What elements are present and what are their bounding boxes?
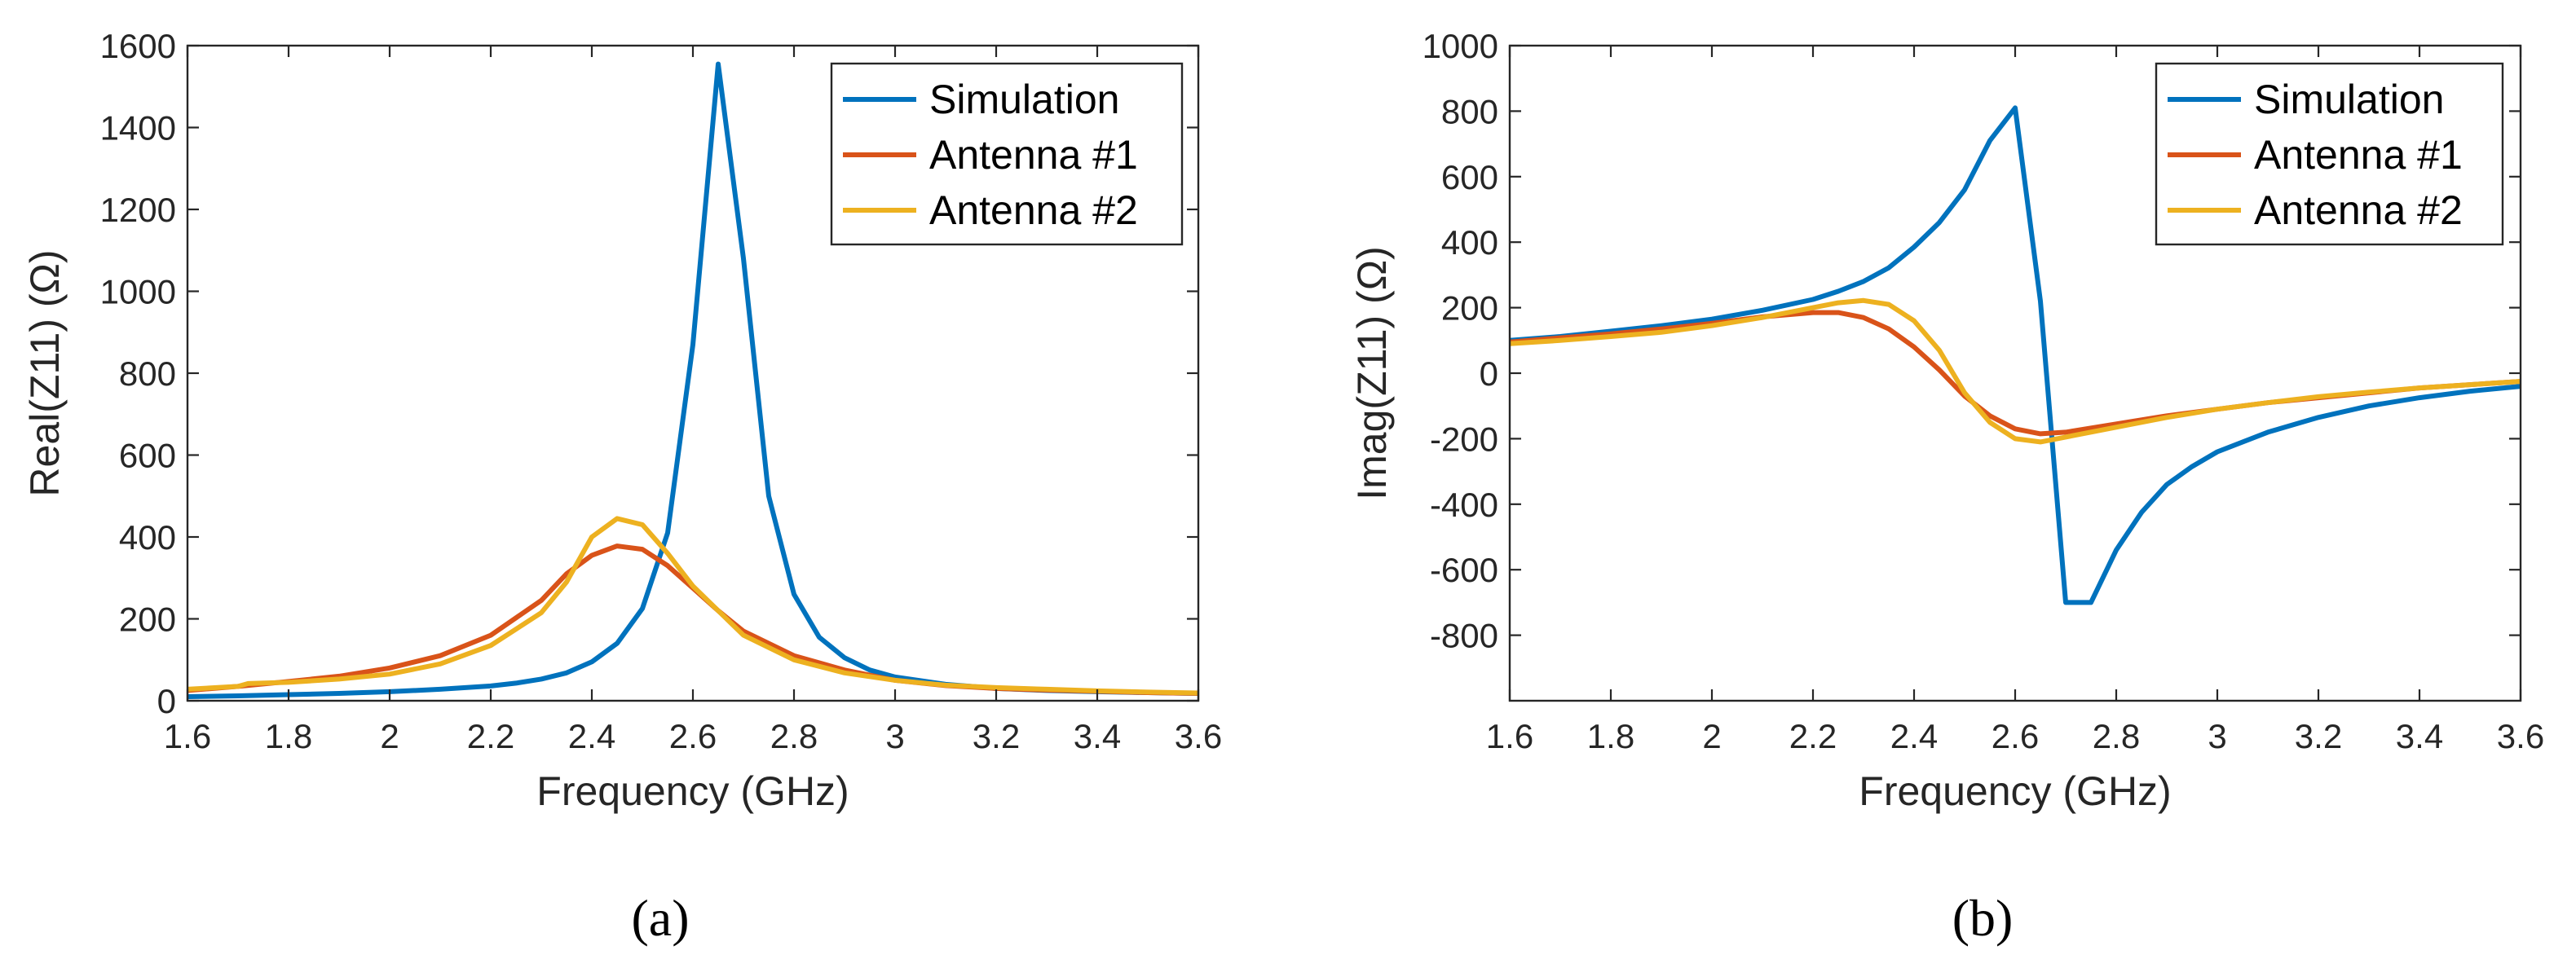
plot-area-b — [1510, 105, 2521, 605]
x-tick-label-a: 1.6 — [164, 717, 211, 755]
y-tick-label-b: -800 — [1430, 617, 1498, 655]
legend-b: Simulation Antenna #1 Antenna #2 — [2155, 62, 2504, 246]
legend-a: Simulation Antenna #1 Antenna #2 — [830, 62, 1184, 246]
x-tick-label-a: 2.4 — [568, 717, 615, 755]
y-tick-label-a: 800 — [119, 354, 176, 393]
y-tick-label-a: 200 — [119, 601, 176, 639]
y-tick-label-a: 1200 — [100, 191, 176, 229]
legend-label-a-2: Antenna #1 — [929, 132, 1138, 178]
chart-panel-b: 1.6 1.8 2 2.2 2.4 2.6 2.8 3 3.2 3.4 3.6 -800 -600 -4… — [1349, 27, 2544, 947]
y-tick-label-b: -600 — [1430, 551, 1498, 589]
x-tick-label-b: 1.8 — [1587, 717, 1634, 755]
chart-panel-a: 1.6 1.8 2 2.2 2.4 2.6 2.8 3 3.2 3.4 3.6 0 200 400 600… — [22, 27, 1222, 947]
y-tick-label-a: 0 — [157, 682, 176, 720]
x-tick-label-b: 2.2 — [1789, 717, 1837, 755]
y-tick-label-b: 1000 — [1423, 27, 1498, 65]
y-tick-label-a: 400 — [119, 518, 176, 557]
x-tick-label-b: 2.8 — [2093, 717, 2140, 755]
legend-label-b-2: Antenna #1 — [2254, 132, 2463, 178]
x-tick-label-b: 3.4 — [2396, 717, 2443, 755]
x-tick-label-a: 2.2 — [467, 717, 514, 755]
y-axis-a: 0 200 400 600 800 1000 1200 1400 1600 — [100, 27, 1198, 720]
y-tick-label-b: -400 — [1430, 486, 1498, 524]
series-line-a-3 — [187, 516, 1198, 696]
series-line-a-2 — [187, 543, 1198, 696]
x-axis-label-a: Frequency (GHz) — [536, 768, 849, 814]
legend-label-a-3: Antenna #2 — [929, 187, 1138, 233]
x-tick-label-a: 3.6 — [1175, 717, 1222, 755]
y-tick-label-b: 200 — [1441, 289, 1498, 328]
panel-label-a: (a) — [631, 889, 689, 947]
y-tick-label-b: 600 — [1441, 158, 1498, 196]
legend-label-b-1: Simulation — [2254, 77, 2444, 122]
y-axis-b: -800 -600 -400 -200 0 200 400 600 800 1000 — [1423, 27, 2521, 655]
x-axis-label-b: Frequency (GHz) — [1859, 768, 2171, 814]
y-tick-label-a: 600 — [119, 437, 176, 475]
y-tick-label-a: 1000 — [100, 273, 176, 311]
x-tick-label-b: 2.6 — [1992, 717, 2039, 755]
y-tick-label-b: -200 — [1430, 420, 1498, 458]
x-tick-label-b: 3.2 — [2295, 717, 2342, 755]
series-line-b-1 — [1510, 105, 2521, 605]
panel-label-b: (b) — [1952, 889, 2014, 947]
y-axis-label-a: Real(Z11) (Ω) — [22, 249, 68, 496]
x-tick-label-a: 3.4 — [1074, 717, 1121, 755]
x-tick-label-a: 1.8 — [265, 717, 312, 755]
x-tick-label-b: 2.4 — [1890, 717, 1938, 755]
x-tick-label-a: 2 — [380, 717, 399, 755]
x-tick-label-b: 2 — [1702, 717, 1721, 755]
x-axis-a: 1.6 1.8 2 2.2 2.4 2.6 2.8 3 3.2 3.4 3.6 — [164, 46, 1222, 755]
x-tick-label-a: 3.2 — [973, 717, 1020, 755]
x-axis-b: 1.6 1.8 2 2.2 2.4 2.6 2.8 3 3.2 3.4 3.6 — [1486, 46, 2544, 755]
y-tick-label-a: 1400 — [100, 109, 176, 147]
x-tick-label-b: 3 — [2208, 717, 2226, 755]
y-tick-label-b: 0 — [1480, 354, 1498, 393]
x-tick-label-a: 3 — [885, 717, 904, 755]
legend-label-b-3: Antenna #2 — [2254, 187, 2463, 233]
x-tick-label-b: 1.6 — [1486, 717, 1533, 755]
x-tick-label-a: 2.6 — [669, 717, 717, 755]
plot-area-a — [187, 61, 1198, 699]
y-tick-label-a: 1600 — [100, 27, 176, 65]
x-tick-label-a: 2.8 — [770, 717, 818, 755]
series-line-b-3 — [1510, 297, 2521, 445]
legend-label-a-1: Simulation — [929, 77, 1119, 122]
y-tick-label-b: 400 — [1441, 223, 1498, 262]
y-tick-label-b: 800 — [1441, 92, 1498, 130]
x-tick-label-b: 3.6 — [2497, 717, 2544, 755]
y-axis-label-b: Imag(Z11) (Ω) — [1349, 246, 1395, 499]
